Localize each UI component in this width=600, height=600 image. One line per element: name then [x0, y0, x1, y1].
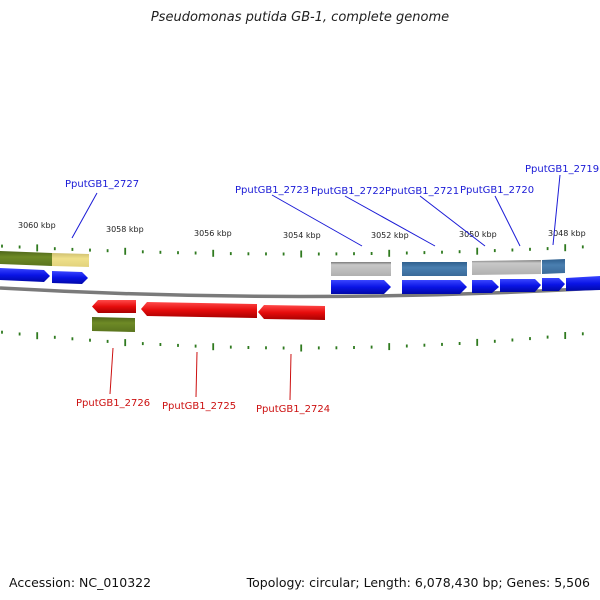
- callout-line-2722: [344, 195, 436, 247]
- gene-label-2726[interactable]: PputGB1_2726: [76, 398, 150, 409]
- scale-label-3052: 3052 kbp: [371, 231, 409, 240]
- map-title: Pseudomonas putida GB-1, complete genome: [150, 10, 450, 25]
- scale-label-3058: 3058 kbp: [106, 225, 144, 234]
- accession-text: Accession: NC_010322: [9, 575, 152, 590]
- cds-forward-arrow-2721[interactable]: [472, 280, 499, 293]
- feature-yellow-top[interactable]: [52, 253, 89, 267]
- gene-label-2724[interactable]: PputGB1_2724: [256, 404, 330, 415]
- cds-forward-arrow-2720[interactable]: [500, 279, 541, 292]
- gene-label-2721[interactable]: PputGB1_2721: [385, 186, 459, 197]
- callout-line-2725: [195, 351, 198, 398]
- scale-label-3050: 3050 kbp: [459, 230, 497, 239]
- cds-forward-arrow[interactable]: [52, 271, 88, 284]
- gene-label-2723[interactable]: PputGB1_2723: [235, 185, 309, 196]
- callout-line-2719: [552, 174, 561, 246]
- scale-label-3056: 3056 kbp: [194, 229, 232, 238]
- gene-label-2719[interactable]: PputGB1_2719: [525, 164, 599, 175]
- cds-forward-arrow-2722[interactable]: [402, 280, 467, 294]
- gene-label-2725[interactable]: PputGB1_2725: [162, 401, 236, 412]
- callout-line-2727: [71, 192, 98, 239]
- cds-forward-arrow[interactable]: [566, 276, 600, 291]
- callout-line-2720: [494, 195, 521, 247]
- gene-label-2720[interactable]: PputGB1_2720: [460, 185, 534, 196]
- gene-label-2722[interactable]: PputGB1_2722: [311, 186, 385, 197]
- callout-line-2723: [271, 194, 363, 247]
- scale-label-3054: 3054 kbp: [283, 231, 321, 240]
- feature-olive-top[interactable]: [0, 251, 52, 266]
- callout-line-2726: [109, 347, 114, 395]
- cds-reverse-arrow-2725[interactable]: [141, 302, 257, 318]
- inner-tick-row: [1, 330, 584, 352]
- feature-gray-2720[interactable]: [472, 260, 541, 275]
- callout-line-2724: [289, 353, 292, 401]
- feature-steel-2719[interactable]: [542, 259, 565, 274]
- callout-line-2721: [419, 195, 486, 247]
- gene-label-2727[interactable]: PputGB1_2727: [65, 179, 139, 190]
- topology-text: Topology: circular; Length: 6,078,430 bp…: [246, 575, 590, 590]
- genome-backbone: [0, 286, 600, 299]
- outer-tick-row: [1, 244, 584, 258]
- feature-steel-2722[interactable]: [402, 262, 467, 276]
- cds-reverse-arrow-2726[interactable]: [92, 300, 136, 313]
- cds-forward-arrow-2719[interactable]: [542, 278, 565, 291]
- cds-forward-arrow[interactable]: [0, 268, 50, 282]
- scale-label-3060: 3060 kbp: [18, 221, 56, 230]
- cds-reverse-arrow-2724[interactable]: [258, 305, 325, 320]
- feature-gray-2723[interactable]: [331, 262, 391, 276]
- feature-olive-bottom[interactable]: [92, 317, 135, 332]
- scale-label-3048: 3048 kbp: [548, 229, 586, 238]
- cds-forward-arrow-2723[interactable]: [331, 280, 391, 294]
